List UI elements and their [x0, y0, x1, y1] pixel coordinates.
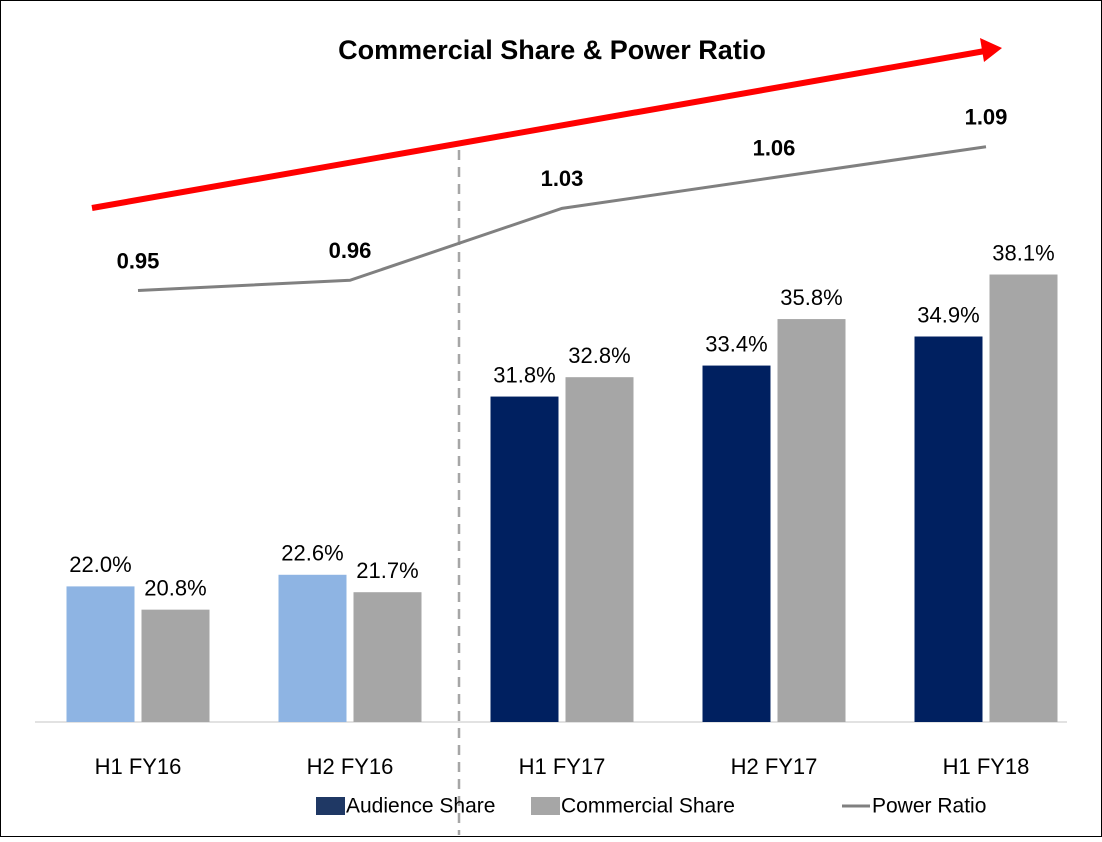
x-tick-label: H2 FY17	[731, 754, 818, 779]
bar	[141, 609, 210, 722]
data-label: 22.0%	[69, 552, 131, 577]
bar	[278, 574, 347, 722]
x-tick-label: H1 FY18	[943, 754, 1030, 779]
legend-label: Audience Share	[346, 795, 495, 818]
bar	[565, 377, 634, 722]
chart-title: Commercial Share & Power Ratio	[338, 35, 766, 65]
data-label: 0.96	[329, 238, 372, 263]
bar	[66, 586, 135, 722]
legend-label: Power Ratio	[872, 795, 986, 818]
line	[137, 145, 987, 293]
bar	[777, 319, 846, 722]
data-label: 1.06	[753, 135, 796, 160]
data-label: 38.1%	[992, 240, 1054, 265]
data-label: 35.8%	[780, 285, 842, 310]
x-tick-label: H1 FY17	[519, 754, 606, 779]
x-tick-label: H2 FY16	[307, 754, 394, 779]
data-label: 31.8%	[493, 362, 555, 387]
data-label: 1.09	[965, 105, 1008, 130]
trend-arrow-head	[980, 38, 1002, 62]
bar	[490, 396, 559, 722]
legend-swatch	[531, 797, 560, 815]
legend-swatch	[316, 797, 345, 815]
data-label: 33.4%	[705, 331, 767, 356]
data-label: 22.6%	[281, 541, 343, 566]
data-label: 21.7%	[356, 558, 418, 583]
bar	[989, 274, 1058, 722]
data-label: 20.8%	[144, 575, 206, 600]
data-label: 34.9%	[917, 302, 979, 327]
data-label: 32.8%	[568, 343, 630, 368]
data-label: 0.95	[117, 248, 160, 273]
bar	[914, 336, 983, 722]
bar	[702, 365, 771, 722]
legend-label: Commercial Share	[561, 795, 735, 818]
bar	[353, 592, 422, 722]
x-tick-label: H1 FY16	[95, 754, 182, 779]
trend-arrow	[91, 48, 986, 211]
data-label: 1.03	[541, 166, 584, 191]
